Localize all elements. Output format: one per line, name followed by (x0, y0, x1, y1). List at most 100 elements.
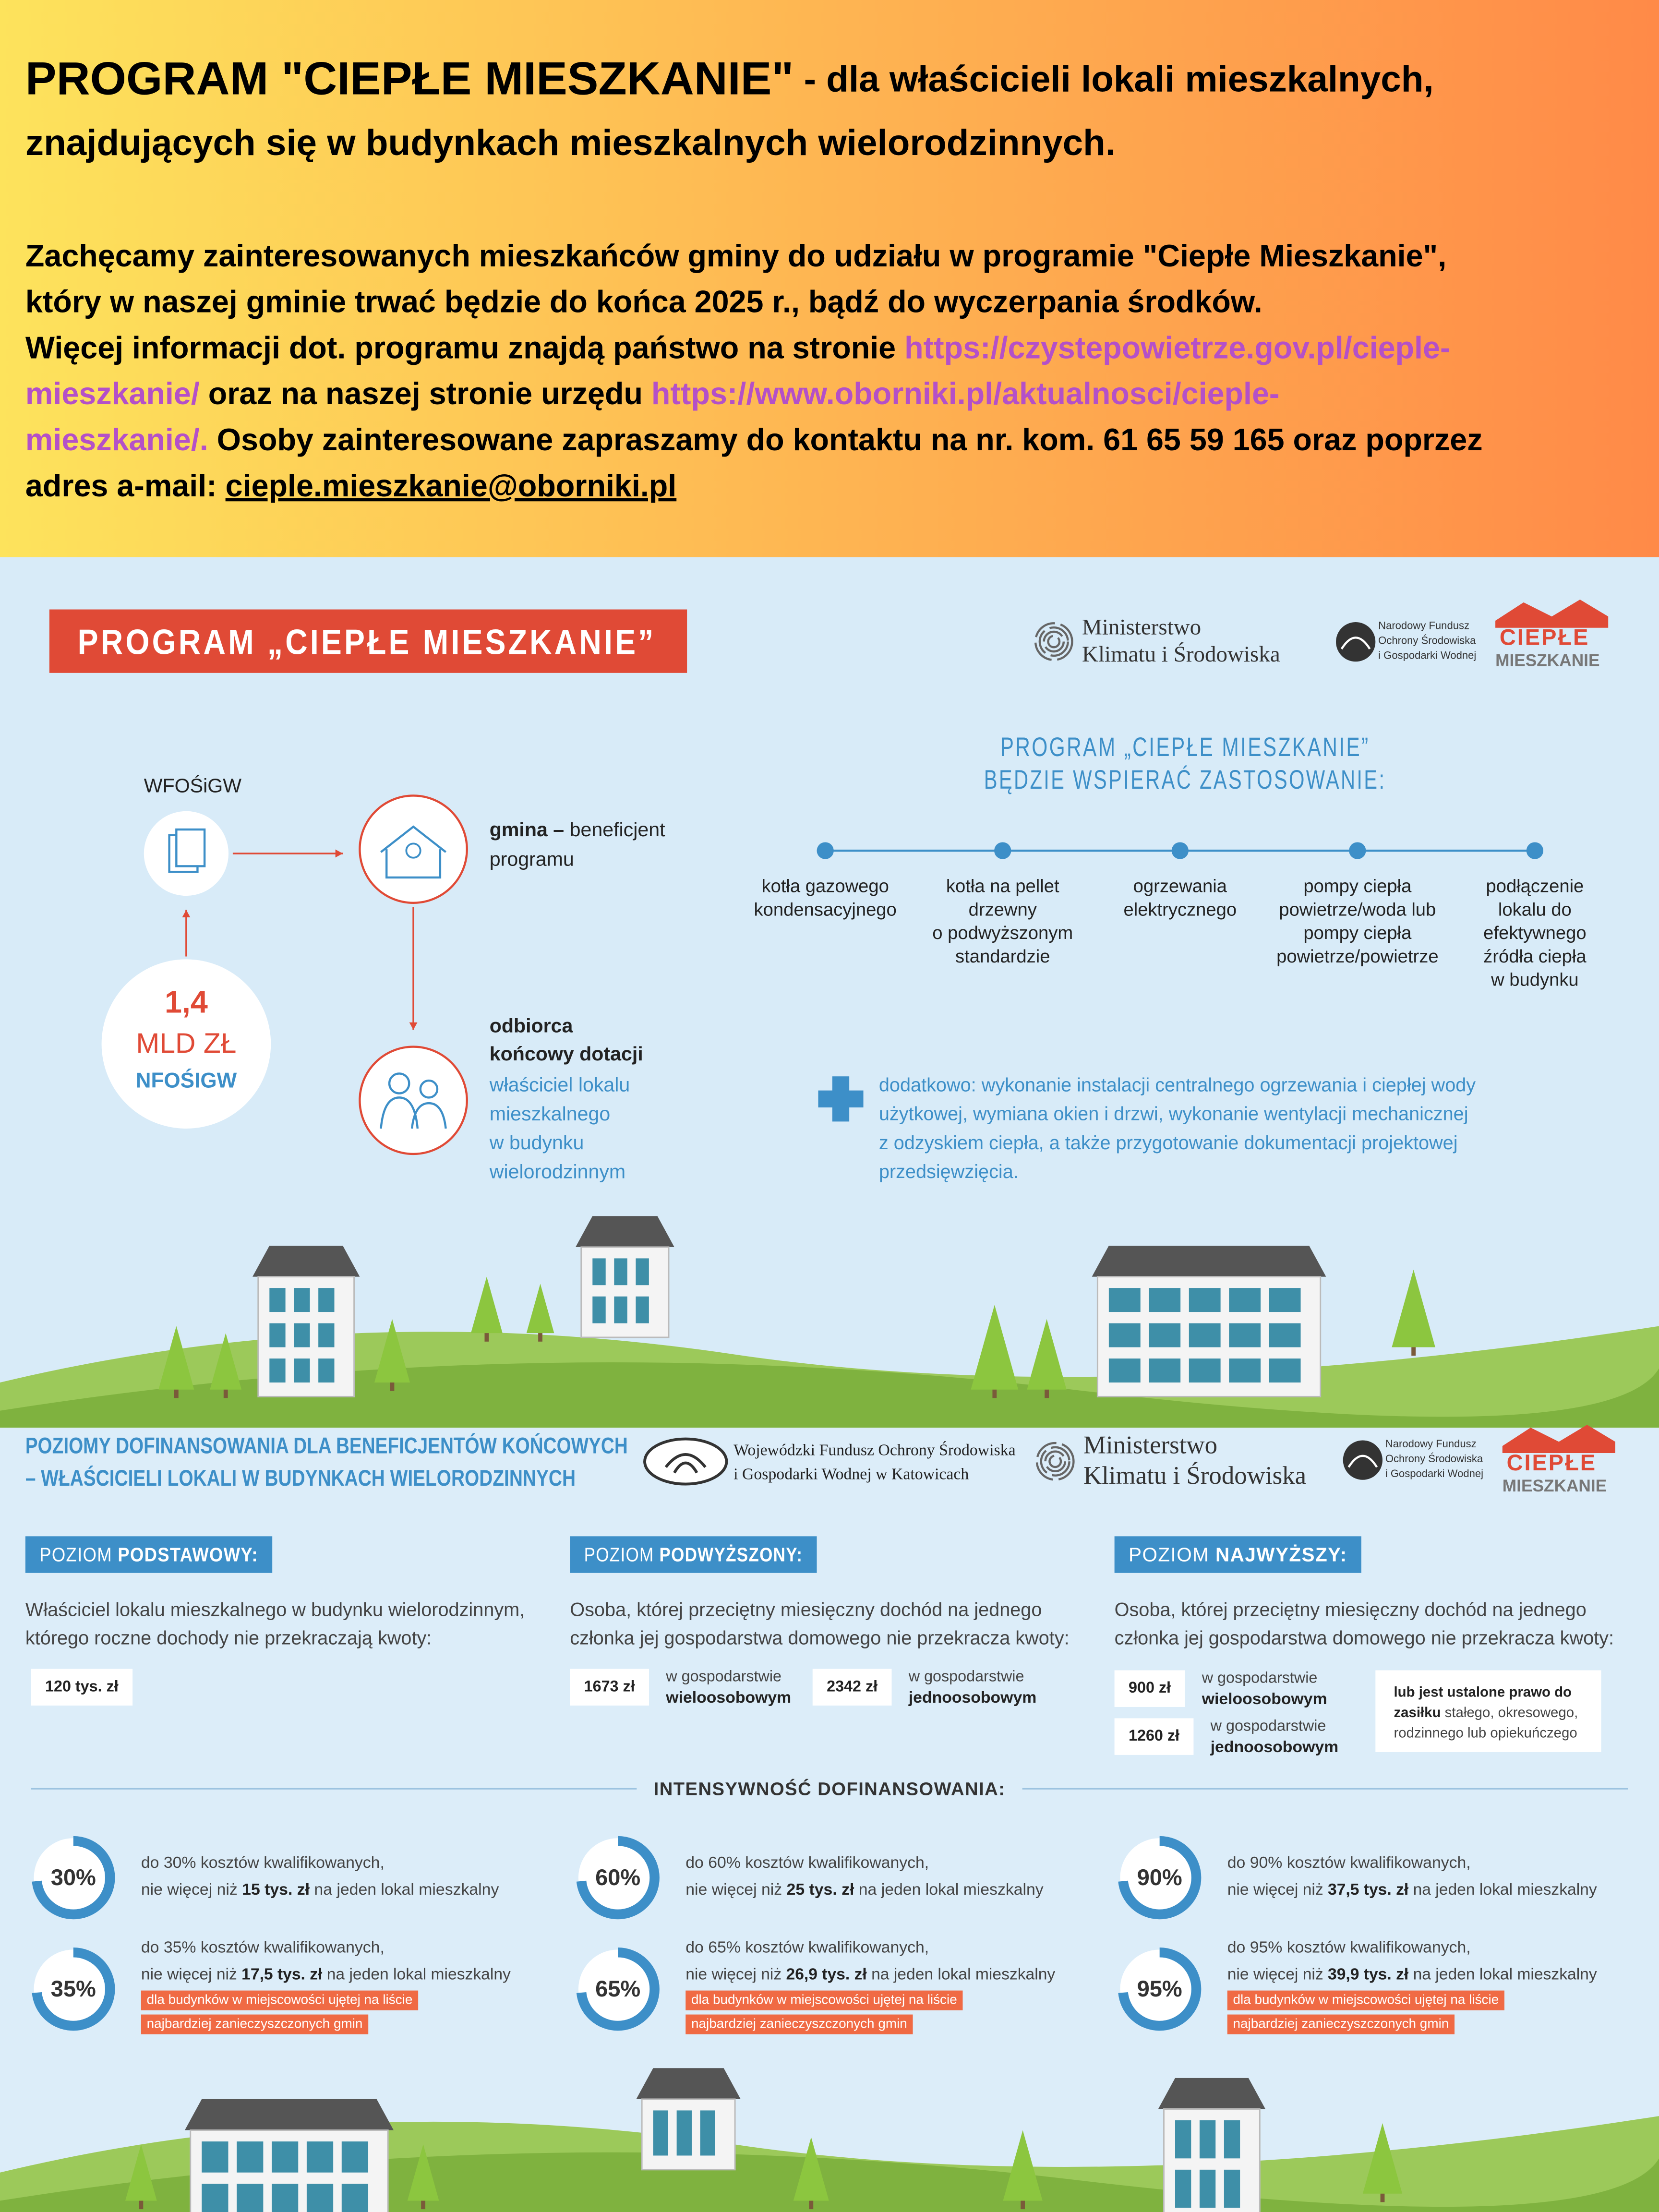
intensity-text-part: nie więcej niż (685, 1880, 786, 1899)
donut-ring (576, 1836, 660, 1920)
nfos-emblem (1343, 1440, 1382, 1480)
amount-unit: MLD ZŁ (136, 1028, 236, 1059)
gmina-text: gmina – beneficjent (490, 818, 665, 841)
house-window (1269, 1323, 1301, 1347)
nfos-emblem (1336, 622, 1376, 662)
house-window (1149, 1323, 1181, 1347)
extra-text: zasiłku stałego, okresowego, (1394, 1705, 1578, 1720)
tree (526, 1284, 554, 1334)
house-window (1224, 2169, 1240, 2208)
program-logo: CIEPŁE (1507, 1450, 1597, 1475)
logo-swirl (1044, 1450, 1066, 1473)
logo-swirl (1038, 626, 1069, 657)
support-item: ogrzewania (1133, 876, 1227, 897)
nfos-name: i Gospodarki Wodnej (1385, 1467, 1483, 1479)
extra-text-part: rodzinnego lub opiekuńczego (1394, 1725, 1577, 1741)
timeline-dot (994, 842, 1011, 859)
nfos-emblem (1347, 1455, 1378, 1468)
gmina-text-part: beneficjent (564, 818, 665, 841)
recipient-text: wielorodzinnym (489, 1160, 625, 1182)
ministry-name: Ministerstwo (1082, 614, 1201, 639)
gmina-text: programu (490, 848, 574, 870)
house-window (1224, 2120, 1240, 2159)
support-extra: dodatkowo: wykonanie instalacji centraln… (879, 1074, 1476, 1095)
recipient-text: mieszkalnego (490, 1103, 610, 1125)
percent-label: 90% (1137, 1864, 1182, 1890)
house-window (1229, 1323, 1261, 1347)
support-item: standardzie (955, 946, 1050, 967)
tree (1003, 2130, 1043, 2201)
house-window (636, 1258, 649, 1286)
intensity-text-part: nie więcej niż (1227, 1965, 1328, 1983)
level-tag-text-part: PODWYŻSZONY: (659, 1543, 803, 1565)
intensity-text-part: 17,5 tys. zł (241, 1965, 323, 1983)
logo-swirl (1047, 635, 1061, 649)
intro-line-part: który w naszej gminie trwać będzie do ko… (25, 284, 1262, 319)
level-tag-text-part: PODSTAWOWY: (118, 1543, 258, 1565)
level-tag-text: POZIOM NAJWYŻSZY: (1129, 1543, 1347, 1565)
gmina-circle (359, 794, 468, 904)
house-roof (576, 1216, 674, 1247)
people-icon (380, 1096, 447, 1129)
intro-line: mieszkanie/. Osoby zainteresowane zapras… (25, 422, 1483, 457)
intro-line-part: Więcej informacji dot. programu znajdą p… (25, 330, 904, 365)
recipient-text: właściciel lokalu (489, 1074, 630, 1096)
intensity-text: nie więcej niż 37,5 tys. zł na jeden lok… (1227, 1880, 1597, 1899)
heading-bg (637, 1777, 1022, 1803)
wfos-emblem (664, 1453, 707, 1474)
house-window (294, 1358, 310, 1382)
house-window (1175, 2120, 1191, 2159)
level-description: Osoba, której przeciętny miesięczny doch… (1115, 1599, 1587, 1621)
title-line2: znajdujących się w budynkach mieszkalnyc… (25, 122, 1116, 163)
region-tag: dla budynków w miejscowości ujętej na li… (1233, 1992, 1499, 2007)
tree (125, 2144, 157, 2201)
intensity-text-part: 26,9 tys. zł (786, 1965, 867, 1983)
title-part: PROGRAM "CIEPŁE MIESZKANIE" (25, 52, 793, 104)
level-description: którego roczne dochody nie przekraczają … (25, 1627, 432, 1648)
donut-back (1120, 1838, 1199, 1917)
percent-label: 60% (595, 1864, 640, 1890)
amount-note: w gospodarstwie (1202, 1669, 1318, 1686)
intensity-text: nie więcej niż 15 tys. zł na jeden lokal… (141, 1880, 499, 1899)
house-icon (380, 825, 447, 879)
recipient-circle (359, 1046, 468, 1155)
house-window (1199, 2169, 1216, 2208)
house-window (1175, 2169, 1191, 2208)
region-tag: dla budynków w miejscowości ujętej na li… (147, 1992, 413, 2007)
amount-note: w gospodarstwie (1210, 1717, 1326, 1734)
house-window (676, 2110, 692, 2156)
ministry-name: Ministerstwo (1083, 1431, 1217, 1459)
intro-line-part: mieszkanie/. (25, 422, 208, 457)
support-item: powietrze/powietrze (1276, 946, 1438, 967)
intensity-text-part: nie więcej niż (141, 1880, 242, 1899)
extra-box (1375, 1670, 1601, 1752)
intensity-text-part: na jeden lokal mieszkalny (310, 1880, 499, 1899)
region-tag-bg (141, 1990, 419, 2010)
amount-value: 1,4 (165, 984, 208, 1019)
intro-line-part: mieszkanie/ (25, 376, 200, 411)
hill (0, 1362, 1659, 1428)
intro-line: Zachęcamy zainteresowanych mieszkańców g… (25, 238, 1446, 273)
wfos-name: i Gospodarki Wodnej w Katowicach (733, 1466, 969, 1483)
percent-label: 35% (51, 1976, 96, 2001)
house-window (294, 1288, 310, 1312)
tree-trunk (1021, 2195, 1025, 2210)
amount-box (812, 1669, 892, 1706)
house-window (1229, 1358, 1261, 1382)
arrow-head (335, 849, 343, 858)
percent-label: 65% (595, 1976, 640, 2001)
support-item: kondensacyjnego (754, 899, 897, 920)
amount-box (570, 1669, 649, 1706)
tree-trunk (390, 1377, 395, 1391)
timeline-dot (1171, 842, 1189, 859)
nfos-name: Narodowy Fundusz (1385, 1438, 1477, 1450)
house-window (1108, 1323, 1141, 1347)
amount-box (1114, 1670, 1185, 1707)
region-tag-bg (1227, 1990, 1504, 2010)
house-window (318, 1288, 335, 1312)
house-window (1108, 1288, 1141, 1312)
intensity-text: do 90% kosztów kwalifikowanych, (1227, 1853, 1471, 1872)
donut-ring (32, 1836, 115, 1920)
support-extra: z odzyskiem ciepła, a także przygotowani… (879, 1132, 1458, 1154)
tree (407, 2144, 439, 2201)
